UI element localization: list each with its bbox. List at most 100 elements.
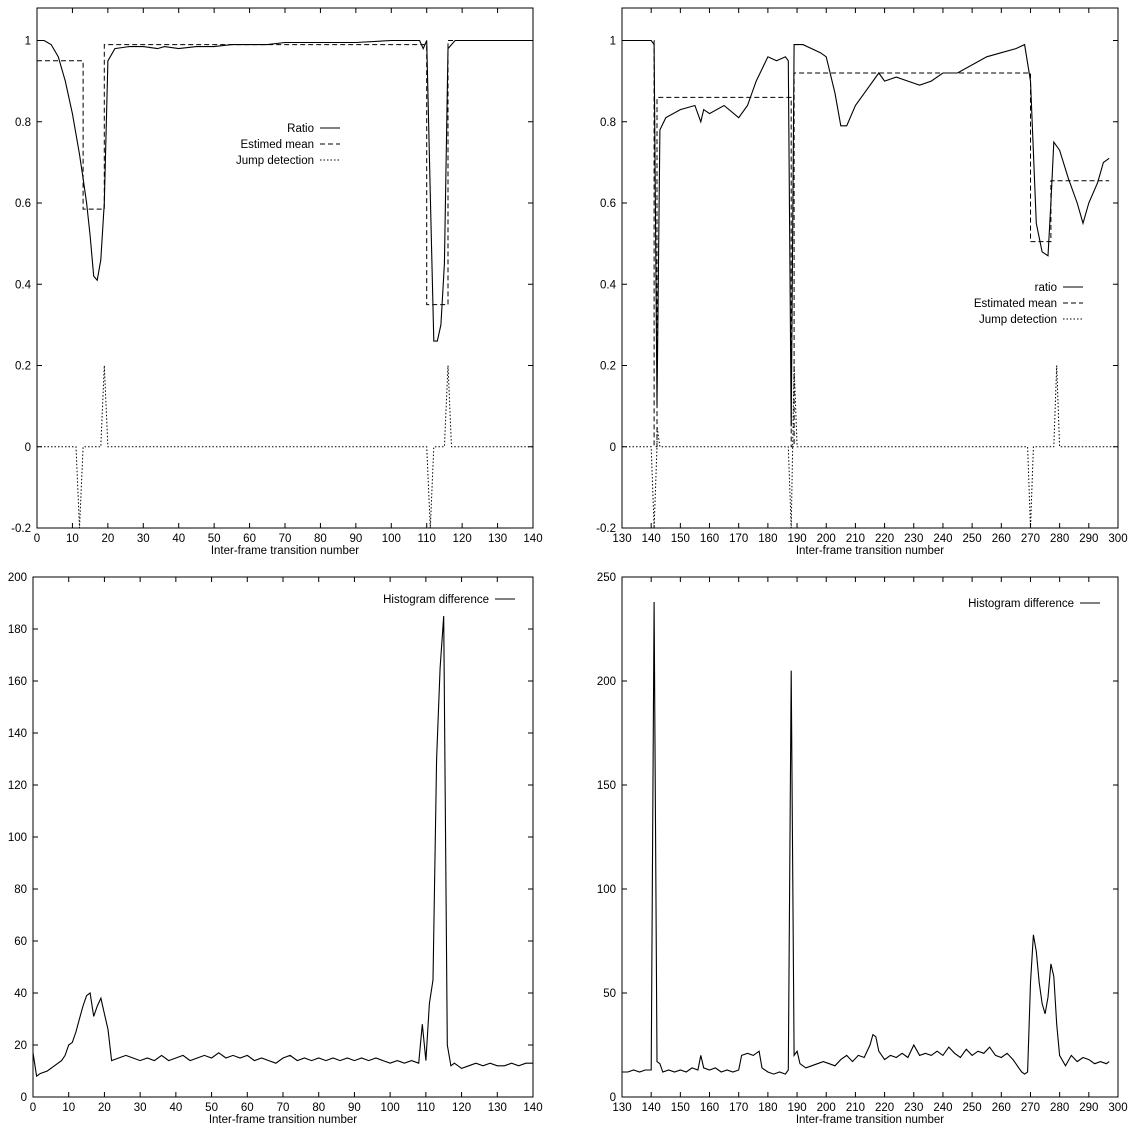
- x-tick-label: 280: [1050, 533, 1069, 545]
- y-tick-label: 150: [597, 780, 616, 792]
- y-tick-label: 0.6: [15, 198, 31, 210]
- x-tick-label: 50: [205, 1102, 218, 1114]
- y-tick-label: 100: [597, 884, 616, 896]
- y-tick-label: -0.2: [596, 523, 616, 535]
- x-tick-label: 150: [671, 1102, 690, 1114]
- x-tick-label: 220: [875, 1102, 894, 1114]
- y-tick-label: 160: [8, 676, 27, 688]
- x-tick-label: 70: [277, 1102, 290, 1114]
- x-tick-label: 130: [612, 1102, 631, 1114]
- x-tick-label: 290: [1079, 1102, 1098, 1114]
- x-tick-label: 200: [817, 1102, 836, 1114]
- x-tick-label: 130: [488, 533, 507, 545]
- x-tick-label: 280: [1050, 1102, 1069, 1114]
- x-tick-label: 180: [758, 533, 777, 545]
- y-tick-label: 100: [8, 832, 27, 844]
- x-tick-label: 20: [101, 533, 114, 545]
- x-tick-label: 10: [66, 533, 79, 545]
- y-tick-label: 0.6: [600, 198, 616, 210]
- x-tick-label: 110: [418, 533, 436, 545]
- x-tick-label: 250: [963, 1102, 982, 1114]
- x-tick-label: 250: [963, 533, 982, 545]
- series-line-ratio: [622, 39, 1110, 427]
- x-tick-label: 30: [137, 533, 150, 545]
- legend-label: Jump detection: [979, 314, 1057, 326]
- x-tick-label: 140: [523, 1102, 542, 1114]
- legend-label: Estimed mean: [240, 139, 314, 151]
- y-tick-label: 0.8: [600, 117, 616, 129]
- x-tick-label: 220: [875, 533, 894, 545]
- y-tick-label: 0: [21, 1092, 27, 1104]
- y-tick-label: 50: [603, 988, 616, 1000]
- x-axis-label: Inter-frame transition number: [796, 1114, 944, 1126]
- y-tick-label: 0.8: [15, 117, 31, 129]
- x-tick-label: 210: [846, 1102, 865, 1114]
- x-tick-label: 100: [381, 1102, 400, 1114]
- plot-frame: [621, 7, 1119, 529]
- x-tick-label: 200: [817, 533, 836, 545]
- y-tick-label: 0.4: [15, 279, 32, 291]
- x-tick-label: 80: [314, 533, 327, 545]
- y-tick-label: 1: [610, 36, 616, 48]
- y-tick-label: 80: [14, 884, 27, 896]
- x-tick-label: 80: [312, 1102, 325, 1114]
- x-tick-label: 70: [279, 533, 292, 545]
- legend-label: Estimated mean: [974, 298, 1057, 310]
- x-axis-label: Inter-frame transition number: [796, 545, 944, 557]
- x-tick-label: 40: [169, 1102, 182, 1114]
- chart-hist-left: 0 10 20 30 40 50 60 70 80 90 100 110 120 130 140 0 20 40 6…: [8, 572, 543, 1126]
- x-tick-label: 10: [62, 1102, 75, 1114]
- series-line-ratio: [37, 39, 533, 342]
- x-tick-label: 300: [1108, 533, 1127, 545]
- y-tick-label: 0: [25, 442, 31, 454]
- series-line-estimed-mean: [37, 40, 533, 306]
- x-tick-label: 90: [349, 533, 362, 545]
- x-tick-label: 260: [992, 1102, 1011, 1114]
- series-line-estimated-mean: [622, 40, 1110, 448]
- x-tick-label: 270: [1021, 1102, 1040, 1114]
- x-tick-label: 270: [1021, 533, 1040, 545]
- y-tick-label: 200: [597, 676, 616, 688]
- x-tick-label: 140: [523, 533, 542, 545]
- plot-frame: [36, 7, 534, 529]
- x-tick-label: 140: [642, 1102, 661, 1114]
- legend-label: Histogram difference: [383, 594, 489, 606]
- x-tick-label: 60: [243, 533, 256, 545]
- legend-label: Jump detection: [236, 155, 314, 167]
- x-tick-label: 40: [172, 533, 185, 545]
- x-tick-label: 100: [382, 533, 401, 545]
- y-tick-label: -0.2: [11, 523, 31, 535]
- series-line-jump-detection: [622, 365, 1118, 528]
- x-tick-label: 120: [452, 1102, 471, 1114]
- x-tick-label: 160: [700, 533, 719, 545]
- x-tick-label: 170: [729, 533, 748, 545]
- chart-ratio-right: 130 140 150 160 170 180 190 200 210 220 230 240 250 2…: [596, 7, 1128, 557]
- y-tick-label: 180: [8, 624, 27, 636]
- legend-label: Histogram difference: [968, 598, 1074, 610]
- x-axis-label: Inter-frame transition number: [209, 1114, 357, 1126]
- x-tick-label: 30: [134, 1102, 147, 1114]
- x-tick-label: 210: [846, 533, 865, 545]
- plot-frame: [621, 576, 1119, 1098]
- y-tick-label: 140: [8, 728, 27, 740]
- x-tick-label: 0: [30, 1102, 36, 1114]
- x-tick-label: 130: [612, 533, 631, 545]
- series-line-histogram-difference: [33, 615, 533, 1078]
- series-line-histogram-difference: [622, 601, 1110, 1075]
- x-tick-label: 240: [933, 533, 952, 545]
- x-tick-label: 150: [671, 533, 690, 545]
- y-tick-label: 0.2: [600, 361, 616, 373]
- x-tick-label: 180: [758, 1102, 777, 1114]
- x-tick-label: 300: [1108, 1102, 1127, 1114]
- chart-hist-right: 130 140 150 160 170 180 190 200 210 220 230 240 250 2…: [597, 572, 1128, 1126]
- x-tick-label: 120: [453, 533, 472, 545]
- y-tick-label: 60: [14, 936, 27, 948]
- x-tick-label: 240: [933, 1102, 952, 1114]
- x-tick-label: 50: [208, 533, 221, 545]
- x-tick-label: 290: [1079, 533, 1098, 545]
- x-tick-label: 170: [729, 1102, 748, 1114]
- legend-label: ratio: [1035, 282, 1057, 294]
- x-tick-label: 230: [904, 1102, 923, 1114]
- y-tick-label: 1: [25, 36, 31, 48]
